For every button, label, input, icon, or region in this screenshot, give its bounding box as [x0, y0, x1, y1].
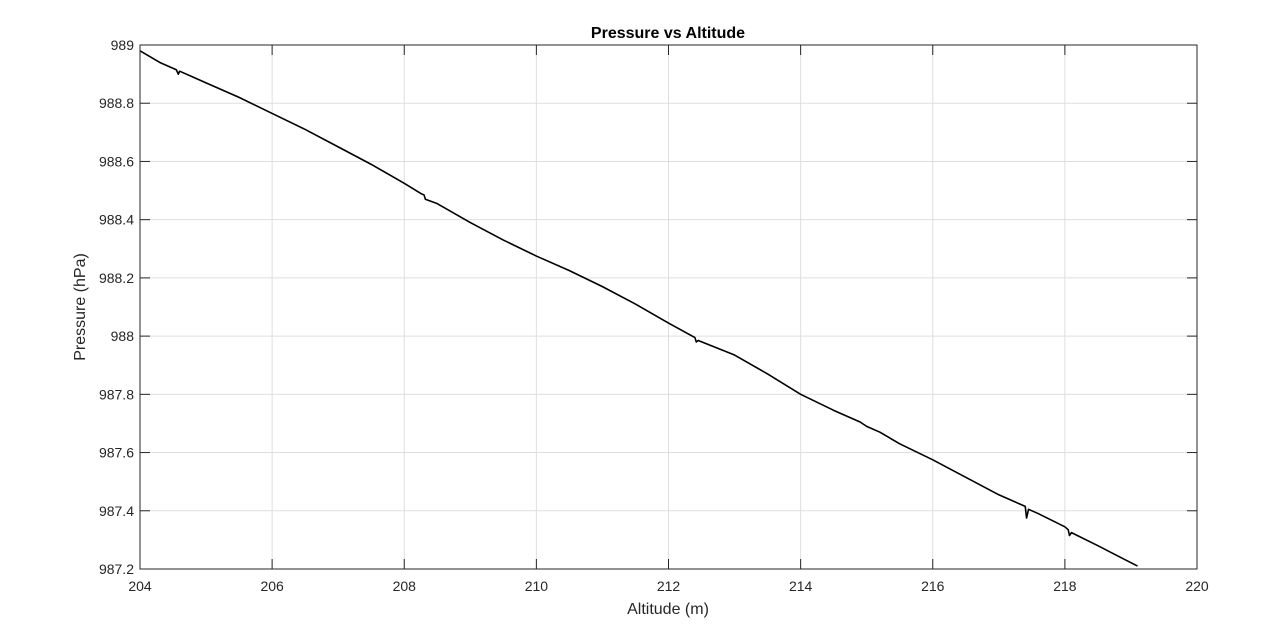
x-tick-label: 206 — [260, 578, 284, 594]
y-tick-label: 987.6 — [99, 445, 134, 461]
y-tick-label: 989 — [111, 37, 135, 53]
x-tick-label: 218 — [1053, 578, 1077, 594]
x-tick-label: 204 — [128, 578, 152, 594]
chart-title: Pressure vs Altitude — [591, 25, 745, 42]
y-tick-label: 988 — [111, 328, 135, 344]
y-tick-label: 988.4 — [99, 212, 134, 228]
y-axis-label: Pressure (hPa) — [72, 253, 89, 361]
series-line-0 — [139, 50, 1138, 567]
y-tick-label: 987.2 — [99, 561, 134, 577]
x-tick-label: 220 — [1185, 578, 1209, 594]
x-tick-label: 214 — [789, 578, 813, 594]
x-tick-label: 208 — [393, 578, 417, 594]
y-tick-label: 988.8 — [99, 95, 134, 111]
x-axis-label: Altitude (m) — [627, 601, 709, 618]
y-tick-label: 987.4 — [99, 503, 134, 519]
ticks: 204 206 208 210 212 214 216 218 220 987.2 987.4 987… — [99, 37, 1209, 594]
series-layer — [139, 50, 1138, 567]
y-tick-label: 988.2 — [99, 270, 134, 286]
x-tick-label: 216 — [921, 578, 945, 594]
y-tick-label: 987.8 — [99, 386, 134, 402]
x-tick-label: 210 — [525, 578, 549, 594]
labels: Pressure vs Altitude Altitude (m) Pressu… — [72, 25, 745, 618]
x-tick-label: 212 — [657, 578, 681, 594]
y-tick-label: 988.6 — [99, 153, 134, 169]
